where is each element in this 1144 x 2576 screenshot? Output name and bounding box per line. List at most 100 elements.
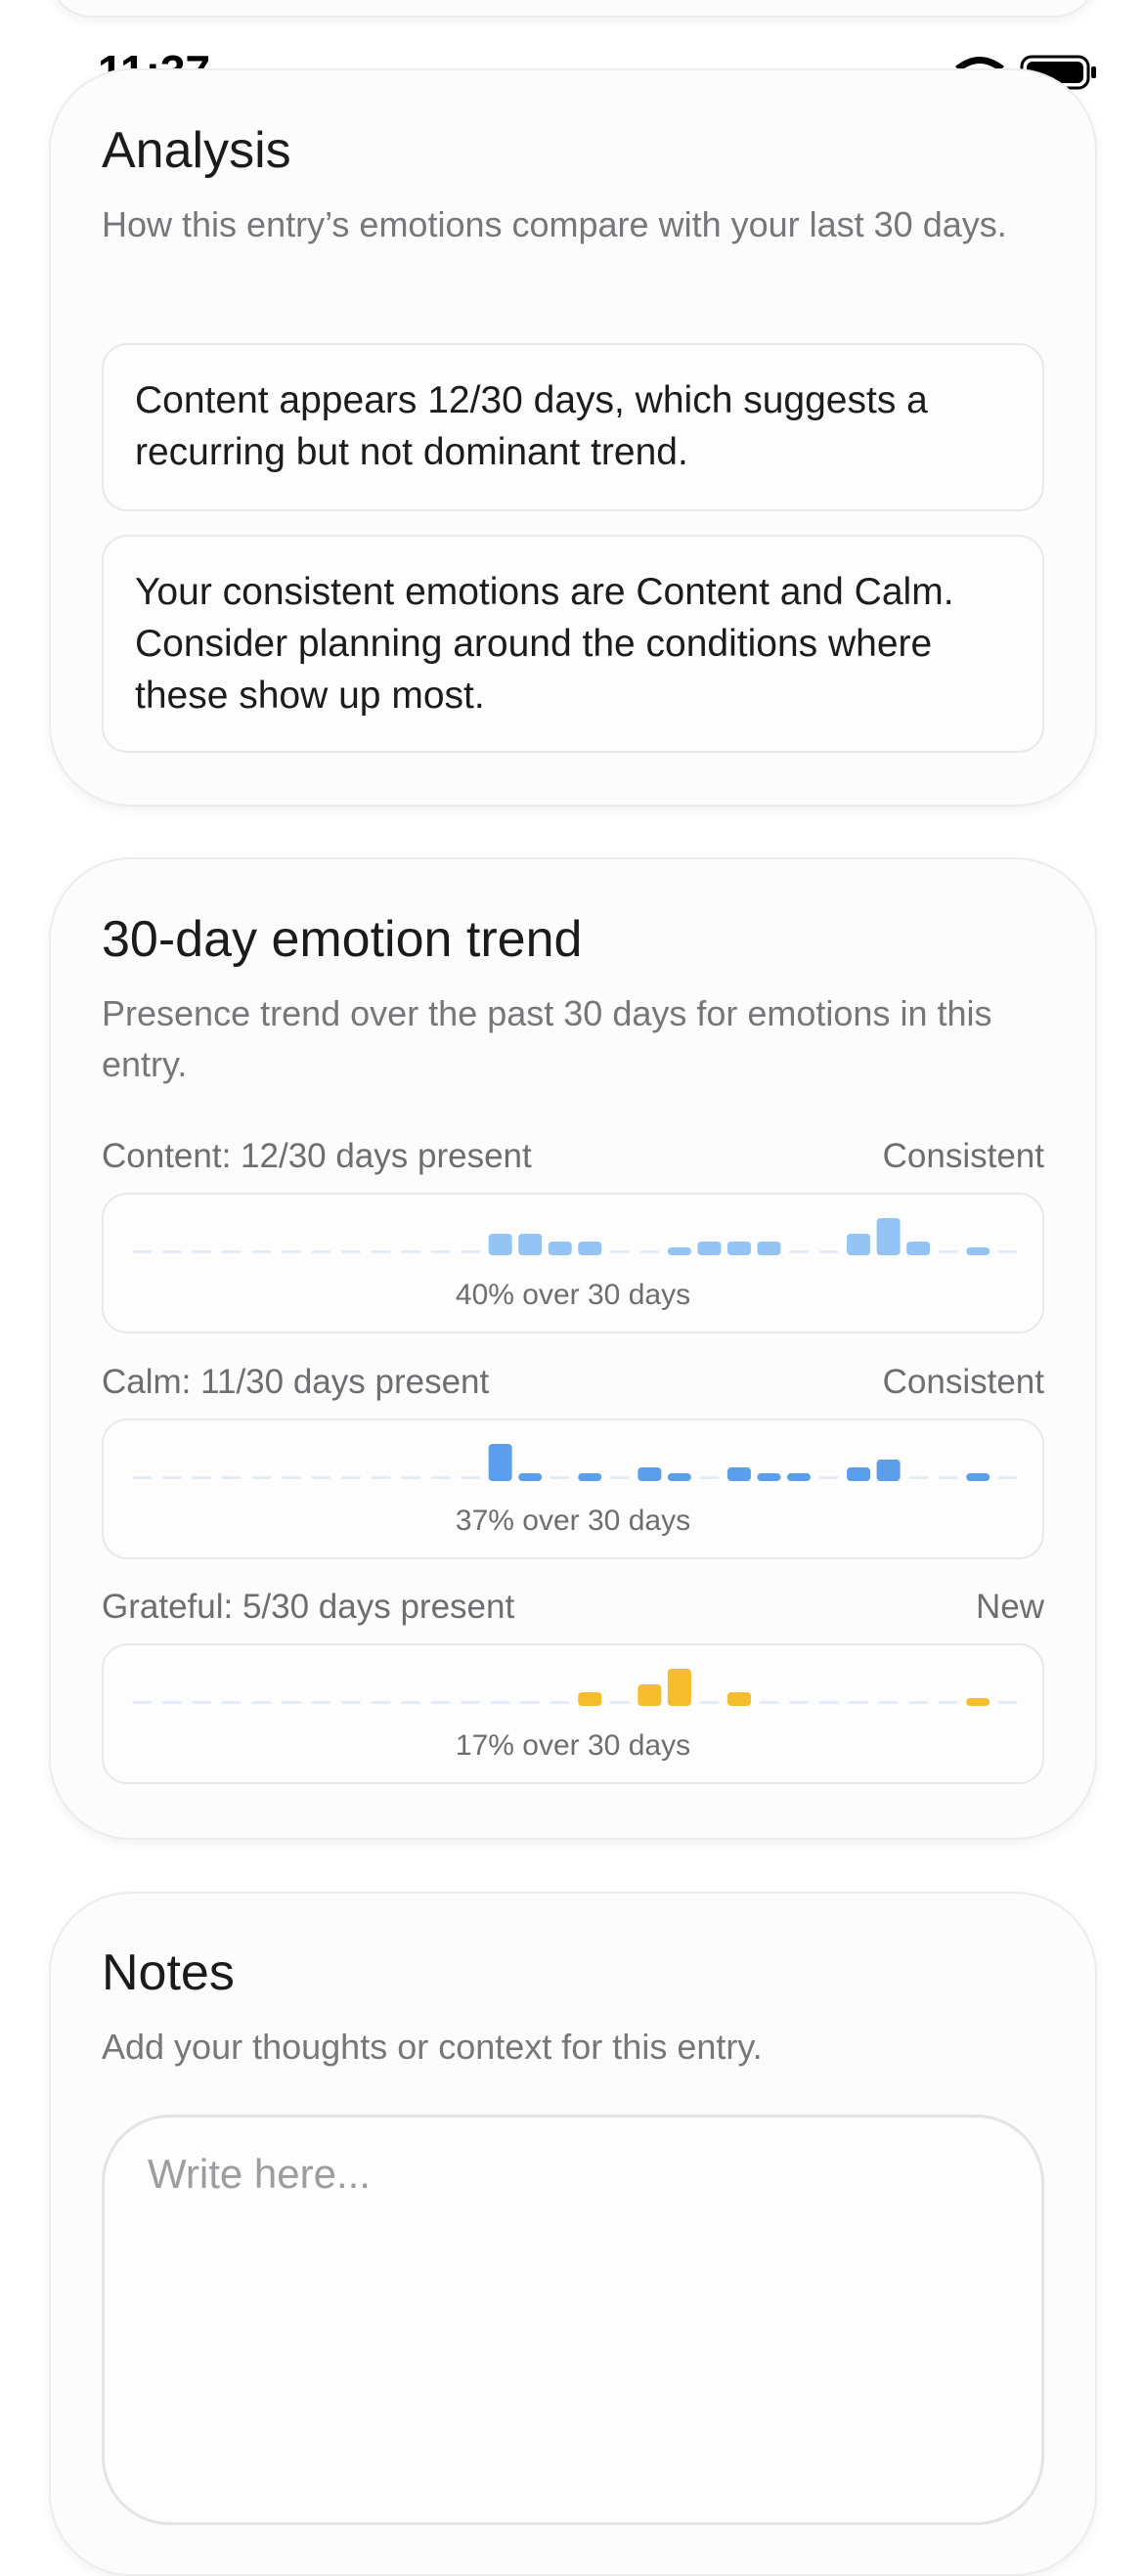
screen: 11:37 Analysis How this entry’s emotions… <box>49 0 1097 2576</box>
day-empty <box>490 1701 510 1704</box>
day-empty <box>192 1475 212 1479</box>
day-bar <box>488 1443 512 1481</box>
day-empty <box>908 1701 929 1704</box>
day-empty <box>430 1250 451 1253</box>
previous-card <box>49 0 1097 18</box>
sparkbars <box>132 1443 1018 1481</box>
day-bar <box>578 1692 602 1706</box>
day-bar <box>726 1466 751 1481</box>
emotion-trend-box: 37% over 30 days <box>102 1418 1044 1559</box>
day-bar <box>787 1472 811 1481</box>
day-bar <box>667 1247 691 1255</box>
day-bar <box>548 1242 572 1255</box>
day-empty <box>997 1701 1018 1704</box>
day-empty <box>401 1475 421 1479</box>
emotion-label: Grateful: 5/30 days present <box>102 1588 515 1626</box>
emotion-summary: 17% over 30 days <box>455 1729 691 1762</box>
day-empty <box>520 1701 541 1704</box>
insight: Content appears 12/30 days, which sugges… <box>102 343 1044 511</box>
day-empty <box>938 1250 958 1253</box>
day-empty <box>430 1701 451 1704</box>
emotion-status: Consistent <box>882 1137 1044 1175</box>
day-empty <box>849 1701 869 1704</box>
insight: Your consistent emotions are Content and… <box>102 535 1044 753</box>
day-empty <box>132 1250 153 1253</box>
day-empty <box>938 1475 958 1479</box>
day-empty <box>251 1475 272 1479</box>
day-empty <box>341 1475 361 1479</box>
day-empty <box>251 1250 272 1253</box>
day-empty <box>192 1250 212 1253</box>
day-empty <box>609 1701 630 1704</box>
day-empty <box>789 1250 809 1253</box>
day-empty <box>550 1701 570 1704</box>
day-bar <box>726 1692 751 1706</box>
sparkbars <box>132 1669 1018 1706</box>
emotion-label: Calm: 11/30 days present <box>102 1362 490 1401</box>
day-empty <box>699 1475 720 1479</box>
day-bar <box>847 1234 871 1255</box>
day-bar <box>966 1698 990 1706</box>
day-bar <box>578 1242 602 1255</box>
day-empty <box>371 1250 391 1253</box>
day-bar <box>906 1242 931 1255</box>
day-bar <box>518 1472 543 1481</box>
day-empty <box>161 1475 182 1479</box>
day-empty <box>818 1250 839 1253</box>
day-bar <box>966 1247 990 1255</box>
day-empty <box>251 1701 272 1704</box>
day-empty <box>341 1250 361 1253</box>
day-empty <box>281 1250 301 1253</box>
day-empty <box>997 1250 1018 1253</box>
notes-input[interactable]: Write here... <box>102 2115 1044 2525</box>
day-empty <box>430 1475 451 1479</box>
emotion-status: New <box>975 1588 1044 1626</box>
day-bar <box>638 1466 662 1481</box>
day-empty <box>311 1250 331 1253</box>
day-empty <box>461 1701 481 1704</box>
day-empty <box>550 1475 570 1479</box>
day-empty <box>609 1250 630 1253</box>
day-empty <box>818 1701 839 1704</box>
emotion-trend-box: 40% over 30 days <box>102 1193 1044 1333</box>
day-bar <box>757 1242 781 1255</box>
notes-placeholder: Write here... <box>148 2151 371 2197</box>
day-empty <box>938 1701 958 1704</box>
day-empty <box>132 1475 153 1479</box>
day-empty <box>401 1250 421 1253</box>
day-empty <box>639 1250 660 1253</box>
day-empty <box>341 1701 361 1704</box>
day-bar <box>488 1234 512 1255</box>
day-bar <box>667 1669 691 1706</box>
day-bar <box>726 1242 751 1255</box>
day-empty <box>192 1701 212 1704</box>
day-empty <box>221 1475 242 1479</box>
day-empty <box>789 1701 809 1704</box>
day-bar <box>697 1242 722 1255</box>
day-empty <box>281 1475 301 1479</box>
day-empty <box>371 1701 391 1704</box>
day-empty <box>759 1701 779 1704</box>
day-bar <box>638 1684 662 1706</box>
day-empty <box>161 1250 182 1253</box>
emotion-label: Content: 12/30 days present <box>102 1137 532 1175</box>
day-bar <box>518 1234 543 1255</box>
analysis-title: Analysis <box>102 122 291 179</box>
emotion-summary: 40% over 30 days <box>455 1279 691 1311</box>
day-empty <box>461 1250 481 1253</box>
day-bar <box>966 1472 990 1481</box>
day-empty <box>401 1701 421 1704</box>
day-empty <box>311 1701 331 1704</box>
day-bar <box>578 1472 602 1481</box>
emotion-summary: 37% over 30 days <box>455 1504 691 1537</box>
analysis-subtitle: How this entry’s emotions compare with y… <box>102 204 1007 244</box>
trend-title: 30-day emotion trend <box>102 911 583 968</box>
day-empty <box>132 1701 153 1704</box>
day-empty <box>878 1701 899 1704</box>
day-empty <box>311 1475 331 1479</box>
day-bar <box>667 1472 691 1481</box>
day-empty <box>609 1475 630 1479</box>
notes-subtitle: Add your thoughts or context for this en… <box>102 2027 763 2067</box>
sparkbars <box>132 1218 1018 1255</box>
day-bar <box>876 1218 901 1255</box>
